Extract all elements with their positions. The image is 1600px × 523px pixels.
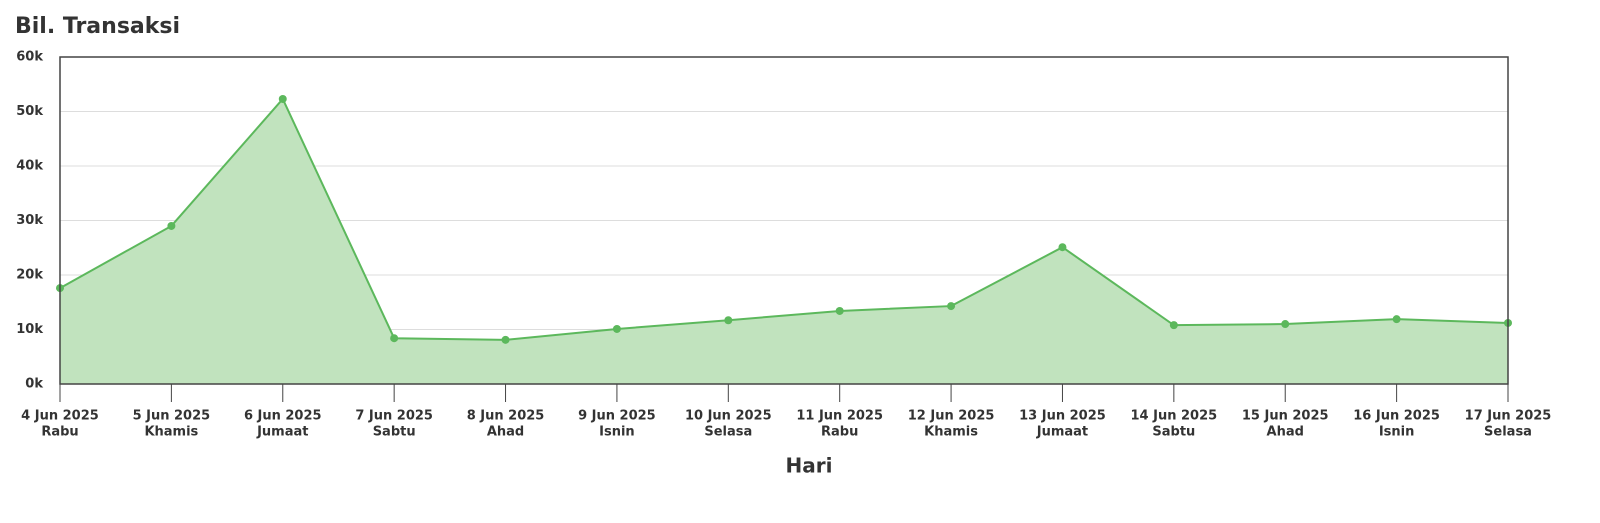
x-tick-label: 6 Jun 2025 <box>244 409 322 424</box>
y-tick-label: 0k <box>25 377 43 392</box>
data-point <box>501 335 510 344</box>
x-tick-label: 11 Jun 2025 <box>796 409 883 424</box>
x-tick-label: 5 Jun 2025 <box>133 409 211 424</box>
x-tick-label: 16 Jun 2025 <box>1353 409 1440 424</box>
data-point <box>167 221 176 230</box>
x-tick-label: 14 Jun 2025 <box>1131 409 1218 424</box>
x-tick-sublabel: Jumaat <box>1036 425 1088 440</box>
x-tick-label: 8 Jun 2025 <box>467 409 545 424</box>
y-tick-label: 60k <box>16 50 43 65</box>
data-point <box>612 324 621 333</box>
x-tick-sublabel: Sabtu <box>1152 425 1195 440</box>
x-tick-sublabel: Rabu <box>821 425 858 440</box>
x-tick-label: 7 Jun 2025 <box>355 409 433 424</box>
data-point <box>1169 321 1178 330</box>
x-tick-sublabel: Khamis <box>144 425 198 440</box>
x-tick-label: 4 Jun 2025 <box>21 409 99 424</box>
y-tick-label: 40k <box>16 159 43 174</box>
data-point <box>947 302 956 311</box>
x-tick-label: 10 Jun 2025 <box>685 409 772 424</box>
x-tick-sublabel: Rabu <box>41 425 78 440</box>
data-point <box>835 306 844 315</box>
x-tick-sublabel: Ahad <box>487 425 524 440</box>
data-point <box>1058 243 1067 252</box>
plot-frame <box>59 56 1509 385</box>
data-point <box>1281 320 1290 329</box>
data-point <box>390 334 399 343</box>
x-tick-sublabel: Khamis <box>924 425 978 440</box>
x-tick-label: 9 Jun 2025 <box>578 409 656 424</box>
x-tick-sublabel: Selasa <box>704 425 752 440</box>
x-tick-label: 15 Jun 2025 <box>1242 409 1329 424</box>
y-tick-label: 30k <box>16 213 43 228</box>
area-fill <box>60 98 1508 384</box>
x-tick-label: 17 Jun 2025 <box>1465 409 1552 424</box>
y-tick-label: 10k <box>16 322 43 337</box>
x-tick-sublabel: Isnin <box>1379 425 1415 440</box>
y-tick-label: 50k <box>16 104 43 119</box>
x-axis-label: Hari <box>786 454 833 478</box>
x-tick-sublabel: Selasa <box>1484 425 1532 440</box>
x-tick-sublabel: Ahad <box>1267 425 1304 440</box>
chart-title: Bil. Transaksi <box>15 14 180 39</box>
data-point <box>1392 315 1401 324</box>
x-tick-sublabel: Isnin <box>599 425 635 440</box>
data-point <box>278 94 287 103</box>
y-tick-label: 20k <box>16 268 43 283</box>
data-point <box>724 316 733 325</box>
x-tick-label: 13 Jun 2025 <box>1019 409 1106 424</box>
x-tick-label: 12 Jun 2025 <box>908 409 995 424</box>
x-tick-sublabel: Sabtu <box>373 425 416 440</box>
x-tick-sublabel: Jumaat <box>256 425 308 440</box>
area-line <box>59 97 1509 341</box>
